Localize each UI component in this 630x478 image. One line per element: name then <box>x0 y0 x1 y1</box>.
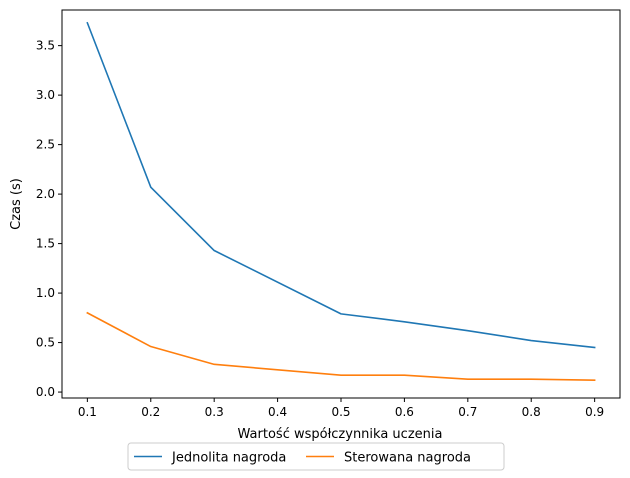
x-tick-label: 0.8 <box>522 405 541 419</box>
legend-label: Jednolita nagroda <box>171 451 286 466</box>
series-lines <box>86 21 596 381</box>
x-tick-label: 0.7 <box>458 405 477 419</box>
y-tick-label: 1.0 <box>36 286 55 300</box>
x-tick-label: 0.1 <box>78 405 97 419</box>
x-axis: 0.1 0.2 0.3 0.4 0.5 0.6 0.7 0.8 0.9 <box>78 398 604 419</box>
y-tick-label: 3.0 <box>36 88 55 102</box>
x-tick-label: 0.9 <box>585 405 604 419</box>
series-line-2 <box>86 311 596 381</box>
x-tick-label: 0.6 <box>395 405 414 419</box>
legend-label: Sterowana nagroda <box>344 451 471 466</box>
y-tick-label: 3.5 <box>36 39 55 53</box>
x-tick-label: 0.2 <box>141 405 160 419</box>
y-axis-title: Czas (s) <box>9 178 24 230</box>
x-tick-label: 0.3 <box>205 405 224 419</box>
y-tick-label: 2.0 <box>36 187 55 201</box>
y-tick-label: 1.5 <box>36 237 55 251</box>
legend: Jednolita nagroda Sterowana nagroda <box>127 442 505 471</box>
y-tick-label: 2.5 <box>36 138 55 152</box>
x-tick-label: 0.5 <box>331 405 350 419</box>
plot-area <box>61 9 621 399</box>
x-tick-label: 0.4 <box>268 405 287 419</box>
y-axis: 0.0 0.5 1.0 1.5 2.0 2.5 3.0 3.5 <box>36 39 62 399</box>
axes-frame <box>61 9 621 399</box>
x-axis-title: Wartość współczynnika uczenia <box>238 427 443 442</box>
series-line-1 <box>86 21 596 349</box>
y-tick-label: 0.0 <box>36 385 55 399</box>
y-tick-label: 0.5 <box>36 336 55 350</box>
